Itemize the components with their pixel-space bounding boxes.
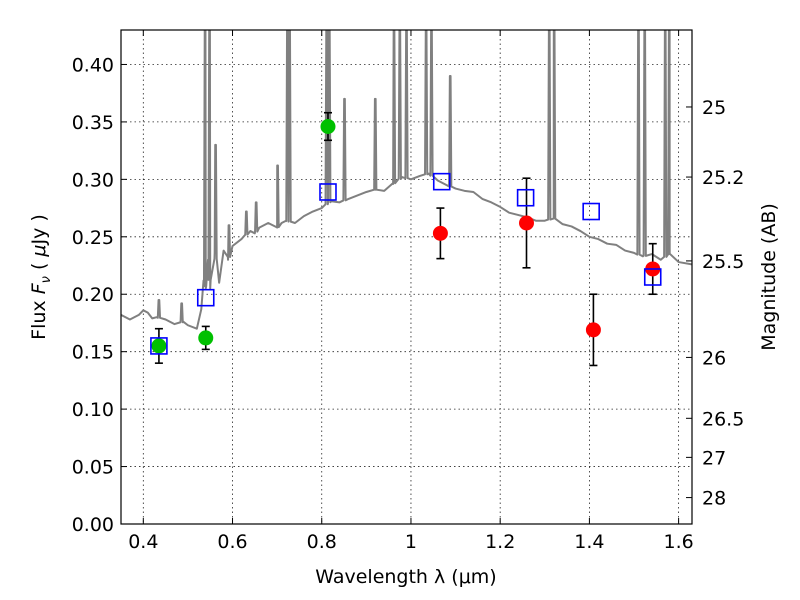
y-title-part: ν [39,276,54,283]
y-tick-label: 0.35 [72,112,114,134]
x-tick-label: 1.2 [485,531,515,553]
green-point [198,330,214,346]
blue-square-marker [150,337,168,355]
y-tick-label: 0.15 [72,342,114,364]
y-tick-label: 0.25 [72,227,114,249]
y-right-tick-label: 25 [702,97,726,119]
model-spectrum-line [121,30,692,330]
y-tick-label: 0.20 [72,284,114,306]
axis-ticks: 0.4 0.6 0.8 1 1.2 1.4 1.6 0.00 0.05 0.10 0.15 0.20 0… [72,30,744,553]
y-tick-label: 0.10 [72,399,114,421]
blue-square-marker [516,188,535,207]
red-point [432,225,448,241]
y-tick-label: 0.00 [72,514,114,536]
y-title-part: Jy ) [28,214,50,245]
blue-square-marker [643,268,662,286]
y-tick-label: 0.05 [72,457,114,479]
blue-square-marker [319,183,337,201]
y-axis-title: Flux Fν ( μJy ) [28,214,54,340]
red-point [518,215,534,231]
y-title-part: F [28,282,50,294]
blue-square-marker [432,172,451,191]
x-tick-label: 1.6 [664,531,694,553]
green-point [320,119,336,135]
y-right-tick-label: 26.5 [702,408,744,430]
y-right-tick-label: 27 [702,447,726,469]
x-tick-label: 0.8 [307,531,337,553]
red-point [585,322,601,338]
green-point [151,338,167,354]
y-right-tick-label: 28 [702,488,726,510]
x-tick-label: 0.6 [217,531,247,553]
x-tick-label: 1.4 [574,531,604,553]
model-spectrum [121,30,692,330]
y-title-part: Flux [28,294,50,340]
blue-square-marker [582,202,600,221]
x-tick-label: 1 [405,531,417,553]
y-right-tick-label: 25.2 [702,167,744,189]
y-right-tick-label: 25.5 [702,251,744,273]
y-tick-label: 0.40 [72,54,114,76]
y-right-tick-label: 26 [702,347,726,369]
x-tick-label: 0.4 [128,531,158,553]
y-title-part: ( [28,257,50,277]
x-axis-title: Wavelength λ (μm) [315,566,496,588]
y-tick-label: 0.30 [72,169,114,191]
plot-frame [120,29,693,525]
blue-square-marker [196,288,215,307]
y-axis-right-title: Magnitude (AB) [758,203,780,351]
y-title-part: μ [28,244,50,257]
data-points [150,111,662,367]
